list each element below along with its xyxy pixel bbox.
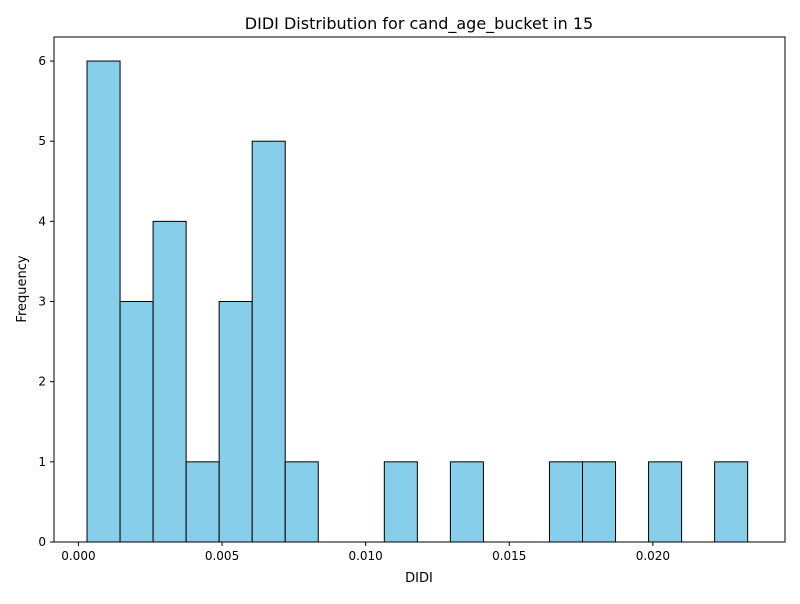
histogram-bar [86, 60, 121, 543]
y-tick-label: 0 [38, 535, 46, 549]
histogram-bar [284, 461, 319, 543]
x-axis-label: DIDI [405, 571, 433, 586]
x-tick-label: 0.015 [492, 549, 526, 563]
histogram-bar [383, 461, 418, 543]
y-tick-label: 1 [38, 455, 46, 469]
histogram-bar [714, 461, 749, 543]
y-axis-label: Frequency [15, 255, 30, 322]
y-axis-ticks: 0 1 2 3 4 5 6 [38, 54, 54, 549]
chart-title: DIDI Distribution for cand_age_bucket in… [245, 14, 593, 34]
histogram-bar [119, 301, 154, 543]
x-axis-ticks: 0.000 0.005 0.010 0.015 0.020 [61, 542, 670, 563]
y-tick-label: 4 [38, 214, 46, 228]
histogram-bar [449, 461, 484, 543]
y-tick-label: 5 [38, 134, 46, 148]
y-tick-label: 6 [38, 54, 46, 68]
bars-group [86, 60, 749, 543]
x-tick-label: 0.020 [636, 549, 670, 563]
x-tick-label: 0.010 [348, 549, 382, 563]
histogram-bar [185, 461, 220, 543]
histogram-bar [648, 461, 683, 543]
y-tick-label: 2 [38, 375, 46, 389]
histogram-bar [152, 220, 187, 543]
histogram-bar [218, 301, 253, 543]
x-tick-label: 0.005 [205, 549, 239, 563]
histogram-bar [582, 461, 617, 543]
histogram-bar [251, 140, 286, 543]
x-tick-label: 0.000 [61, 549, 95, 563]
y-tick-label: 3 [38, 295, 46, 309]
plot-frame [53, 36, 786, 543]
histogram-bar [548, 461, 584, 543]
